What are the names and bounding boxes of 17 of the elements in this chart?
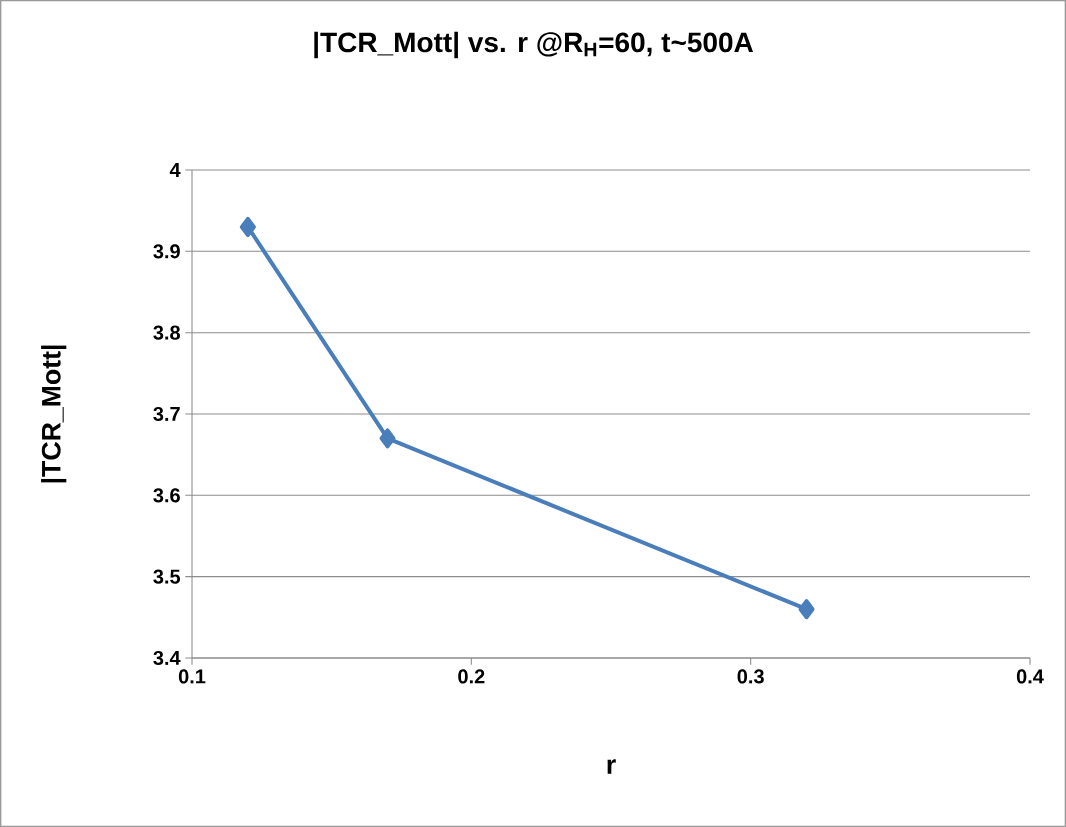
y-tick-label: 3.7	[153, 406, 180, 422]
chart-title: |TCR_Mott| vs. r @R$_{H}$=60, t~500A	[314, 31, 754, 59]
x-tick-label: 0.1	[178, 669, 206, 684]
point	[239, 216, 256, 237]
point	[798, 599, 815, 620]
y-tick-label: 3.9	[153, 244, 180, 259]
x-tick-label: 0.3	[737, 669, 764, 684]
y-tick-label: 3.8	[153, 325, 180, 340]
y-axis-title: |TCR_Mott|	[41, 345, 67, 483]
y-tick-label: 3.6	[153, 488, 180, 503]
x-axis-title: r	[607, 759, 616, 774]
x-tick-label: 0.2	[458, 669, 485, 684]
point	[379, 428, 396, 449]
y-tick-label: 4	[169, 163, 181, 177]
y-tick-label: 3.4	[153, 650, 181, 666]
x-tick-label: 0.4	[1016, 669, 1044, 684]
y-tick-label: 3.5	[153, 569, 181, 584]
